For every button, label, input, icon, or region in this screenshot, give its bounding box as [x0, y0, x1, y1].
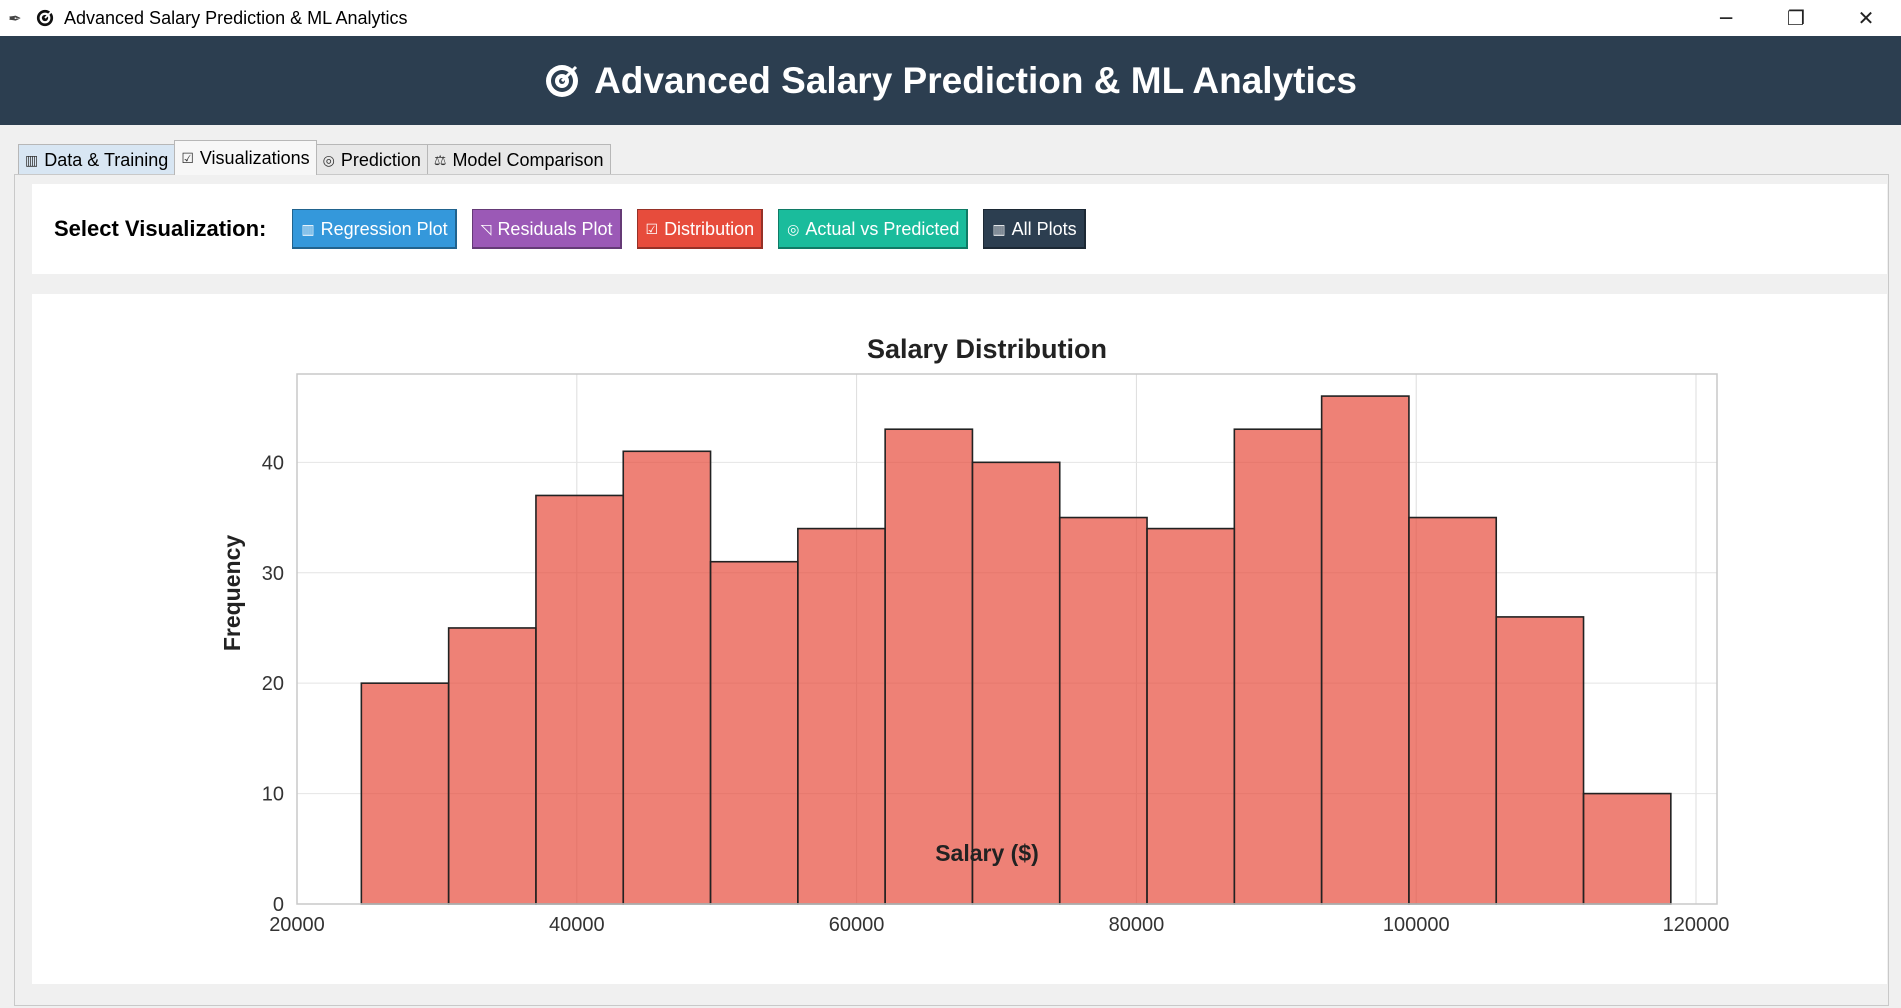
chart-check-icon: ☑ [645, 220, 659, 237]
header-banner: Advanced Salary Prediction & ML Analytic… [0, 36, 1901, 125]
visualization-selector: Select Visualization: ▥ Regression Plot … [32, 184, 1887, 274]
histogram-bar [1058, 516, 1148, 905]
chart-area: Salary Distribution 20000 40000 60000 80000… [32, 294, 1887, 984]
histogram-bar [360, 682, 450, 905]
feather-icon: ✒ [8, 8, 22, 28]
x-tick-label: 40000 [549, 914, 605, 936]
plot-frame [296, 373, 1718, 905]
x-tick-label: 20000 [269, 914, 325, 936]
header-title: Advanced Salary Prediction & ML Analytic… [594, 59, 1357, 101]
button-label: Residuals Plot [497, 218, 613, 239]
histogram-bar [797, 527, 886, 905]
histogram-bar [535, 494, 625, 905]
y-tick-label: 20 [262, 673, 284, 695]
tab-data-training[interactable]: ▥ Data & Training [18, 144, 176, 175]
target-icon: ◎ [787, 220, 800, 237]
button-label: Regression Plot [320, 218, 448, 239]
tab-prediction[interactable]: ◎ Prediction [315, 144, 428, 175]
x-tick-label: 60000 [829, 914, 885, 936]
histogram-bar [884, 428, 974, 905]
axis-ticks: 20000 40000 60000 80000 100000 120000 0 10 20 30 4… [262, 452, 1730, 936]
histogram-bar [1146, 527, 1236, 905]
chart-title: Salary Distribution [867, 334, 1107, 364]
header-title-wrap: Advanced Salary Prediction & ML Analytic… [544, 60, 1357, 102]
all-plots-button[interactable]: ▥ All Plots [983, 209, 1086, 249]
y-tick-label: 10 [262, 784, 284, 806]
salary-distribution-chart: Salary Distribution 20000 40000 60000 80000… [219, 334, 1730, 936]
tab-visualizations[interactable]: ☑ Visualizations [174, 140, 317, 175]
actual-vs-predicted-button[interactable]: ◎ Actual vs Predicted [778, 209, 969, 249]
histogram-bars [360, 395, 1672, 905]
histogram-bar [1495, 616, 1585, 905]
target-icon [546, 64, 579, 97]
bar-chart-icon: ▥ [25, 151, 39, 168]
window-titlebar: ✒ Advanced Salary Prediction & ML Analyt… [0, 0, 1901, 36]
tab-label: Data & Training [44, 149, 169, 170]
y-tick-label: 0 [273, 894, 284, 916]
y-axis-label: Frequency [219, 535, 245, 652]
crystal-ball-icon: ◎ [322, 151, 335, 168]
button-label: All Plots [1011, 218, 1077, 239]
y-tick-label: 40 [262, 452, 284, 474]
x-tick-label: 120000 [1663, 914, 1730, 936]
window-title: Advanced Salary Prediction & ML Analytic… [64, 7, 408, 28]
tab-label: Model Comparison [452, 149, 604, 170]
histogram-bar [709, 560, 799, 905]
minimize-button[interactable]: ─ [1719, 6, 1733, 30]
close-button[interactable]: ✕ [1857, 6, 1875, 30]
select-visualization-label: Select Visualization: [54, 216, 267, 241]
histogram-bar [622, 450, 712, 905]
window-controls: ─ ❐ ✕ [1691, 0, 1901, 36]
y-tick-label: 30 [262, 563, 284, 585]
chart-check-icon: ☑ [181, 149, 194, 166]
tab-bar: ▥ Data & Training ☑ Visualizations ◎ Pre… [18, 140, 611, 175]
distribution-button[interactable]: ☑ Distribution [636, 209, 764, 249]
histogram-bar [447, 627, 537, 905]
button-label: Actual vs Predicted [805, 218, 960, 239]
trend-down-icon: ◹ [480, 220, 492, 237]
scales-icon: ⚖ [433, 151, 447, 168]
visualizations-panel: Select Visualization: ▥ Regression Plot … [14, 174, 1889, 1006]
histogram-bar [1233, 428, 1323, 905]
tab-model-comparison[interactable]: ⚖ Model Comparison [426, 144, 611, 175]
x-axis-label: Salary ($) [935, 840, 1039, 866]
target-icon [36, 9, 54, 27]
histogram-bar [971, 461, 1061, 905]
button-label: Distribution [664, 218, 755, 239]
x-tick-label: 100000 [1383, 914, 1450, 936]
restore-button[interactable]: ❐ [1787, 6, 1805, 30]
tab-label: Prediction [340, 149, 421, 170]
histogram-bar [1582, 792, 1672, 905]
bar-chart-icon: ▥ [301, 220, 315, 237]
x-tick-label: 80000 [1109, 914, 1165, 936]
histogram-bar [1320, 395, 1410, 905]
bar-chart-icon: ▥ [992, 220, 1006, 237]
regression-plot-button[interactable]: ▥ Regression Plot [292, 209, 457, 249]
tab-label: Visualizations [199, 147, 310, 168]
histogram-bar [1408, 516, 1498, 905]
residuals-plot-button[interactable]: ◹ Residuals Plot [471, 209, 622, 249]
